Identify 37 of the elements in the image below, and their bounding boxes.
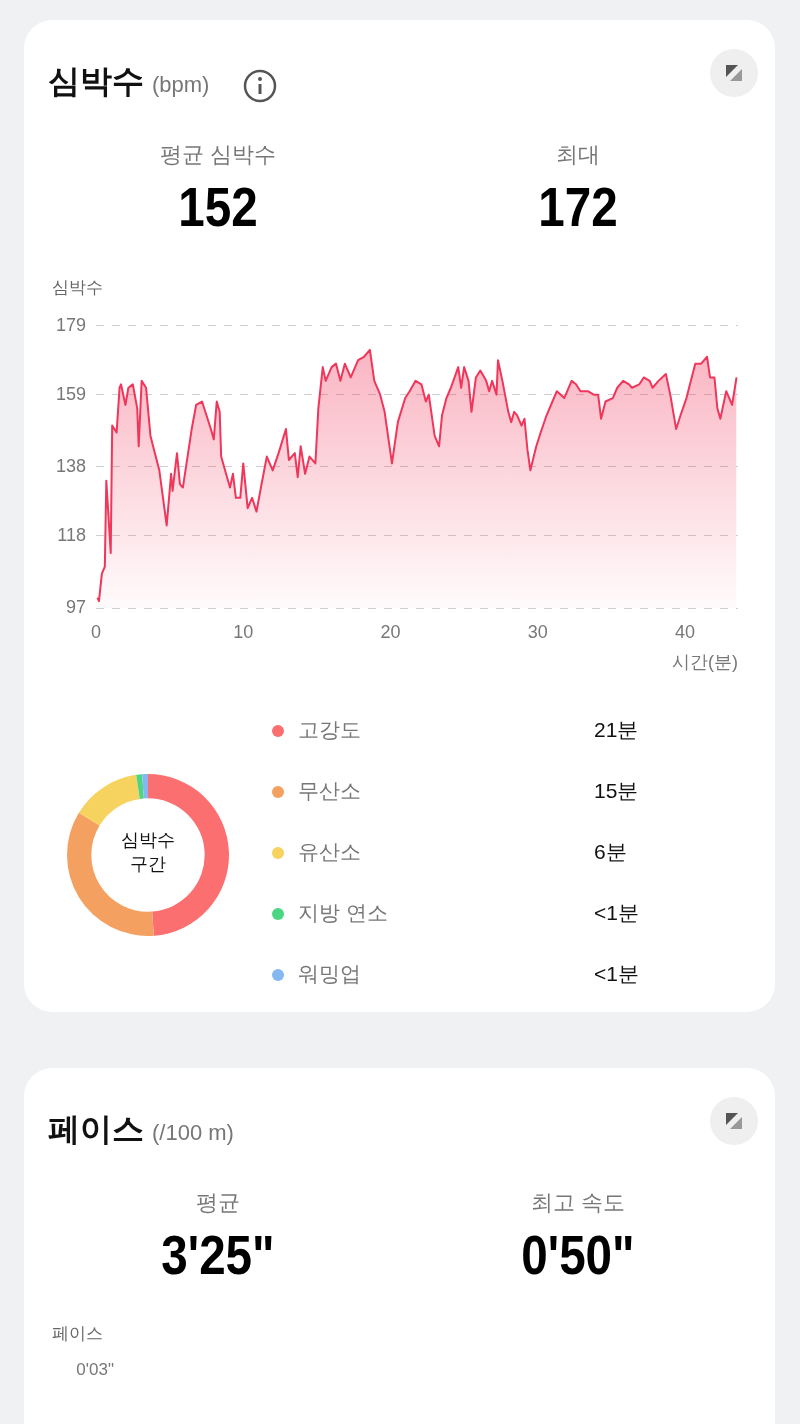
- x-tick-label: 20: [380, 621, 401, 642]
- legend-label: 고강도: [298, 717, 361, 743]
- y-tick-label: 159: [55, 383, 86, 404]
- x-tick-label: 0: [90, 621, 102, 642]
- text: 심박수 구간: [120, 829, 176, 876]
- data-label: 6분: [594, 839, 627, 865]
- chart-title: 심박수: [48, 63, 144, 99]
- legend-label: 유산소: [298, 839, 361, 865]
- text: 0'50": [520, 1222, 636, 1287]
- y-tick-label: 138: [55, 455, 86, 476]
- text: 152: [177, 174, 259, 239]
- x-axis-title: 시간(분): [672, 651, 738, 674]
- legend-label: 지방 연소: [298, 900, 388, 926]
- text: 페이스: [48, 1111, 144, 1147]
- text: 0'03": [75, 1360, 114, 1380]
- text: 최고 속도: [529, 1189, 627, 1217]
- y-axis-title: 심박수: [52, 277, 103, 299]
- text: 3'25": [160, 1222, 276, 1287]
- x-tick-label: 30: [527, 621, 548, 642]
- data-label: 21분: [594, 717, 639, 743]
- chart-subtitle: (bpm): [152, 72, 210, 97]
- legend-label: 무산소: [298, 778, 361, 804]
- y-tick-label: 179: [55, 314, 86, 335]
- y-tick-label: 97: [65, 596, 86, 617]
- y-tick-label: 118: [57, 524, 86, 545]
- text: 172: [537, 174, 619, 239]
- text: 페이스: [52, 1323, 103, 1345]
- data-label: <1분: [594, 961, 639, 987]
- x-tick-label: 40: [674, 621, 696, 642]
- text: (/100 m): [152, 1120, 234, 1145]
- data-label: <1분: [594, 900, 639, 926]
- x-tick-label: 10: [233, 621, 254, 642]
- data-label: 15분: [594, 778, 639, 804]
- text: 평균: [195, 1189, 241, 1217]
- legend-label: 워밍업: [298, 961, 361, 987]
- text: 최대: [555, 141, 601, 169]
- text: 평균 심박수: [158, 141, 278, 169]
